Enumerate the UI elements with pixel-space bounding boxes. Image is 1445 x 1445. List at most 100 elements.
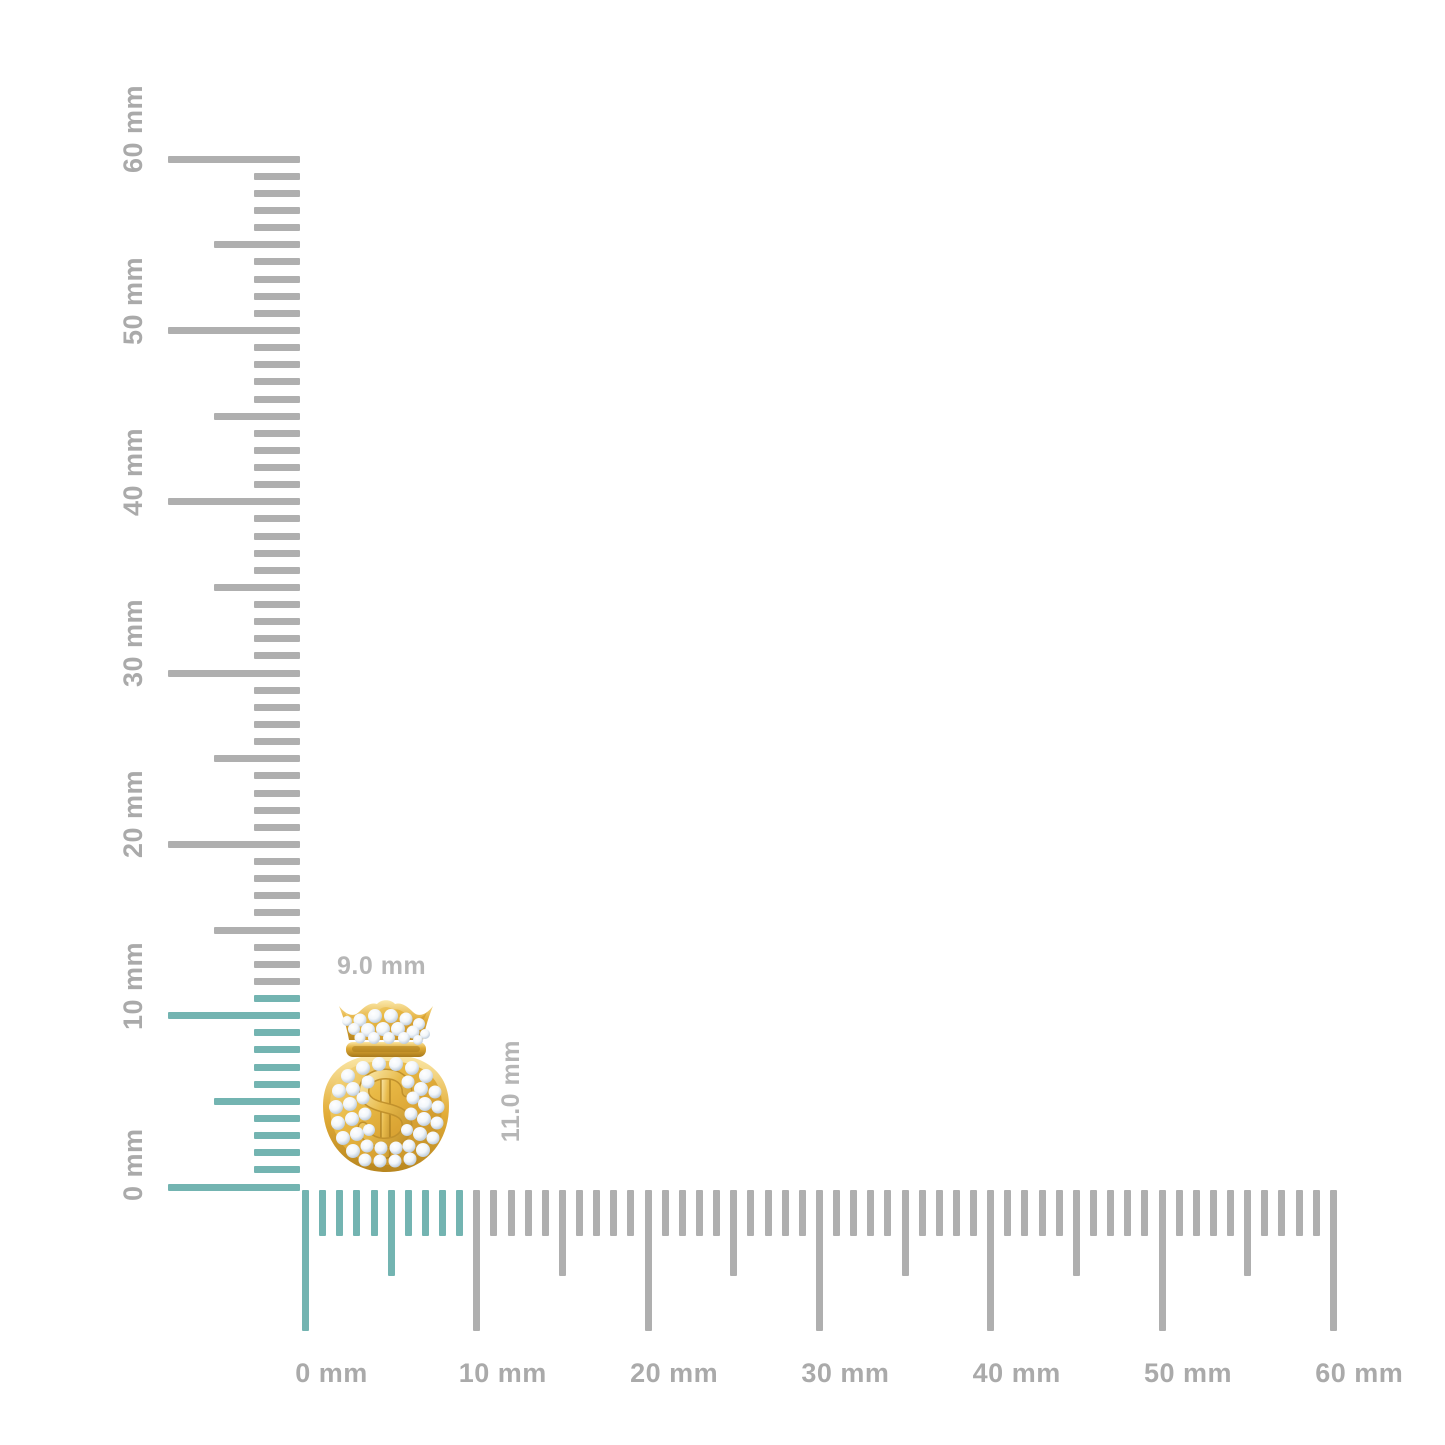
vertical-tick-28mm [254,703,300,711]
horizontal-tick-17mm [593,1190,601,1236]
vertical-tick-37mm [254,549,300,557]
vertical-tick-40mm [168,498,300,506]
horizontal-tick-29mm [798,1190,806,1236]
vertical-tick-5mm [214,1097,300,1105]
vertical-tick-19mm [254,858,300,866]
vertical-tick-33mm [254,618,300,626]
horizontal-tick-6mm [404,1190,412,1236]
vertical-tick-4mm [254,1114,300,1122]
vertical-tick-51mm [254,309,300,317]
horizontal-tick-0mm [302,1190,309,1331]
horizontal-tick-28mm [781,1190,789,1236]
horizontal-axis-label-10mm: 10 mm [458,1358,547,1388]
horizontal-tick-35mm [901,1190,909,1276]
horizontal-tick-22mm [678,1190,686,1236]
vertical-tick-55mm [214,241,300,249]
vertical-axis-label-40mm: 40 mm [118,427,148,516]
vertical-tick-59mm [254,172,300,180]
vertical-tick-38mm [254,532,300,540]
vertical-tick-60mm [168,155,300,163]
vertical-tick-2mm [254,1149,300,1157]
vertical-tick-21mm [254,823,300,831]
horizontal-tick-24mm [713,1190,721,1236]
horizontal-tick-56mm [1261,1190,1269,1236]
vertical-tick-8mm [254,1046,300,1054]
horizontal-tick-38mm [952,1190,960,1236]
horizontal-tick-42mm [1021,1190,1029,1236]
vertical-tick-0mm [168,1183,300,1191]
vertical-tick-11mm [254,995,300,1003]
vertical-axis-label-30mm: 30 mm [118,599,148,688]
horizontal-tick-8mm [439,1190,447,1236]
horizontal-tick-60mm [1329,1190,1337,1331]
vertical-tick-30mm [168,669,300,677]
horizontal-tick-33mm [867,1190,875,1236]
horizontal-tick-50mm [1158,1190,1166,1331]
vertical-axis-label-50mm: 50 mm [118,256,148,345]
vertical-tick-32mm [254,635,300,643]
vertical-tick-53mm [254,275,300,283]
horizontal-tick-2mm [336,1190,344,1236]
vertical-tick-54mm [254,258,300,266]
vertical-tick-29mm [254,686,300,694]
horizontal-tick-26mm [747,1190,755,1236]
horizontal-tick-5mm [387,1190,395,1276]
horizontal-tick-47mm [1107,1190,1115,1236]
vertical-tick-47mm [254,378,300,386]
horizontal-tick-39mm [970,1190,978,1236]
vertical-tick-22mm [254,806,300,814]
horizontal-tick-44mm [1055,1190,1063,1236]
vertical-tick-48mm [254,361,300,369]
vertical-tick-9mm [254,1029,300,1037]
horizontal-tick-23mm [695,1190,703,1236]
horizontal-tick-32mm [850,1190,858,1236]
horizontal-tick-11mm [490,1190,498,1236]
vertical-tick-15mm [214,926,300,934]
vertical-tick-23mm [254,789,300,797]
horizontal-tick-52mm [1192,1190,1200,1236]
horizontal-tick-59mm [1312,1190,1320,1236]
horizontal-tick-54mm [1227,1190,1235,1236]
vertical-tick-31mm [254,652,300,660]
horizontal-tick-41mm [1004,1190,1012,1236]
horizontal-tick-57mm [1278,1190,1286,1236]
horizontal-tick-53mm [1209,1190,1217,1236]
vertical-tick-7mm [254,1063,300,1071]
horizontal-tick-25mm [730,1190,738,1276]
horizontal-tick-1mm [319,1190,327,1236]
vertical-tick-26mm [254,738,300,746]
vertical-tick-12mm [254,977,300,985]
horizontal-tick-51mm [1175,1190,1183,1236]
horizontal-tick-40mm [987,1190,995,1331]
horizontal-axis-label-0mm: 0 mm [295,1358,368,1388]
horizontal-axis-label-30mm: 30 mm [801,1358,890,1388]
vertical-tick-24mm [254,772,300,780]
horizontal-tick-4mm [370,1190,378,1236]
vertical-tick-13mm [254,960,300,968]
vertical-tick-57mm [254,207,300,215]
horizontal-tick-15mm [558,1190,566,1276]
vertical-tick-49mm [254,344,300,352]
vertical-tick-42mm [254,464,300,472]
horizontal-axis-label-20mm: 20 mm [630,1358,719,1388]
product-image-money-bag-pendant [303,988,469,1188]
vertical-tick-56mm [254,224,300,232]
horizontal-tick-55mm [1244,1190,1252,1276]
horizontal-axis-label-50mm: 50 mm [1143,1358,1233,1388]
vertical-tick-1mm [254,1166,300,1174]
vertical-tick-50mm [168,327,300,334]
vertical-axis-label-60mm: 60 mm [118,85,148,174]
horizontal-tick-34mm [884,1190,892,1236]
horizontal-tick-27mm [764,1190,772,1236]
vertical-tick-18mm [254,875,300,883]
product-height-label: 11.0 mm [497,1040,525,1143]
horizontal-tick-12mm [507,1190,515,1236]
vertical-tick-46mm [254,395,300,403]
horizontal-tick-14mm [541,1190,549,1236]
vertical-tick-34mm [254,601,300,609]
horizontal-tick-19mm [627,1190,635,1236]
horizontal-tick-10mm [473,1190,481,1331]
vertical-tick-14mm [254,943,300,951]
vertical-tick-44mm [254,429,300,437]
